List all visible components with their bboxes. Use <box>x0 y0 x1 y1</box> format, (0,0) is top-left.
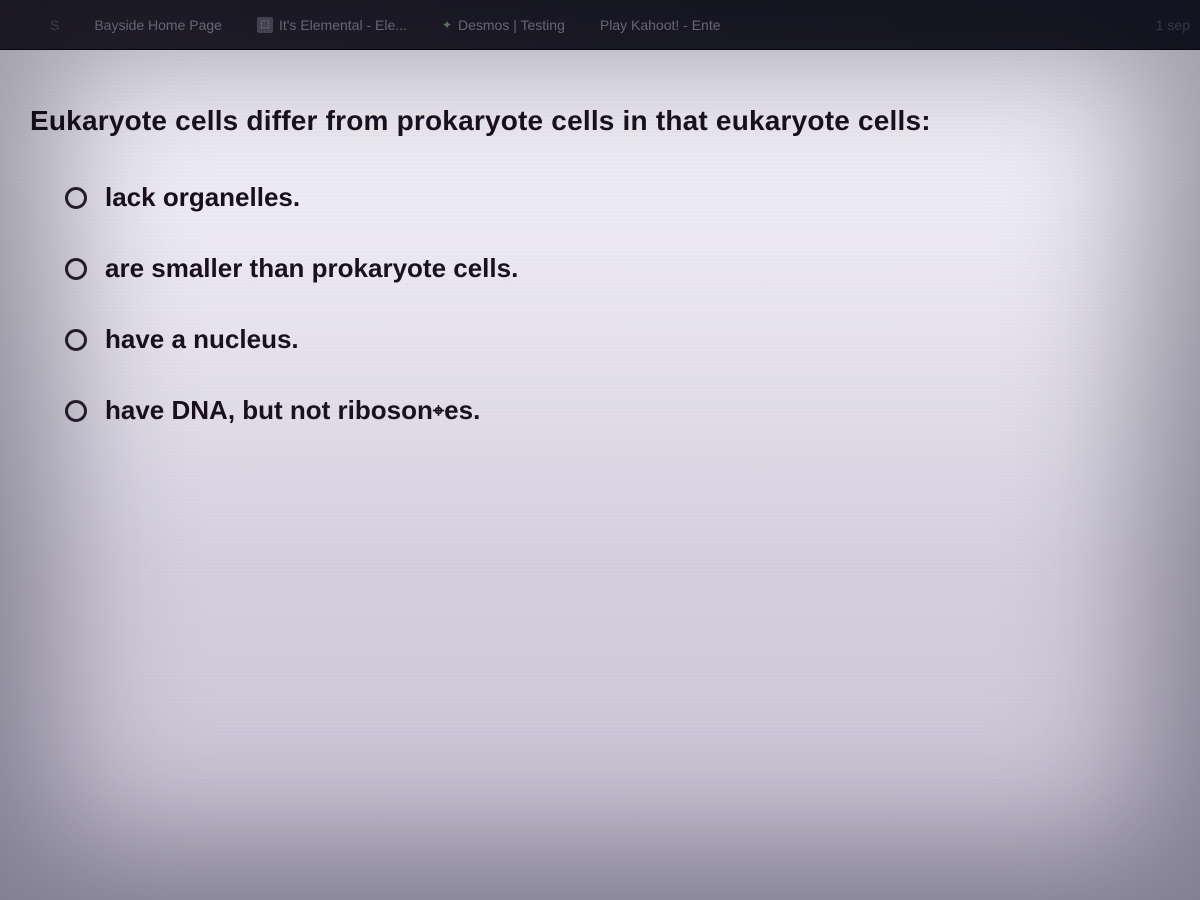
option-c[interactable]: have a nucleus. <box>65 324 1170 355</box>
radio-icon[interactable] <box>65 329 87 351</box>
bookmark-label: 1 sep <box>1156 17 1190 33</box>
bookmark-item-0[interactable]: S <box>50 17 59 33</box>
bookmark-label: Desmos | Testing <box>458 17 565 33</box>
option-d[interactable]: have DNA, but not riboson⌖es. <box>65 395 1170 426</box>
favicon-icon: ⬚ <box>257 17 273 33</box>
bookmark-item-desmos[interactable]: ✦ Desmos | Testing <box>442 17 565 33</box>
option-text-a: lack organelles. <box>105 182 300 213</box>
option-text-d: have DNA, but not riboson⌖es. <box>105 395 480 426</box>
quiz-content: Eukaryote cells differ from prokaryote c… <box>0 50 1200 900</box>
option-text-d-part1: have DNA, but not riboson <box>105 395 433 425</box>
radio-icon[interactable] <box>65 258 87 280</box>
bookmark-label: Bayside Home Page <box>94 17 222 33</box>
bookmark-item-bayside[interactable]: Bayside Home Page <box>94 17 222 33</box>
option-a[interactable]: lack organelles. <box>65 182 1170 213</box>
option-text-c: have a nucleus. <box>105 324 299 355</box>
favicon-icon: ✦ <box>442 18 452 32</box>
bookmark-label: S <box>50 17 59 33</box>
option-text-d-part2: es. <box>444 395 480 425</box>
bookmark-label: Play Kahoot! - Ente <box>600 17 721 33</box>
option-text-b: are smaller than prokaryote cells. <box>105 253 518 284</box>
bookmark-label: It's Elemental - Ele... <box>279 17 407 33</box>
radio-icon[interactable] <box>65 400 87 422</box>
bookmark-item-kahoot[interactable]: Play Kahoot! - Ente <box>600 17 721 33</box>
question-text: Eukaryote cells differ from prokaryote c… <box>30 105 1170 137</box>
radio-icon[interactable] <box>65 187 87 209</box>
bookmark-item-elemental[interactable]: ⬚ It's Elemental - Ele... <box>257 17 407 33</box>
options-group: lack organelles. are smaller than prokar… <box>30 182 1170 426</box>
bookmark-item-last[interactable]: 1 sep <box>1156 17 1190 33</box>
bookmark-bar: S Bayside Home Page ⬚ It's Elemental - E… <box>0 0 1200 50</box>
option-b[interactable]: are smaller than prokaryote cells. <box>65 253 1170 284</box>
cursor-icon: ⌖ <box>433 400 444 423</box>
